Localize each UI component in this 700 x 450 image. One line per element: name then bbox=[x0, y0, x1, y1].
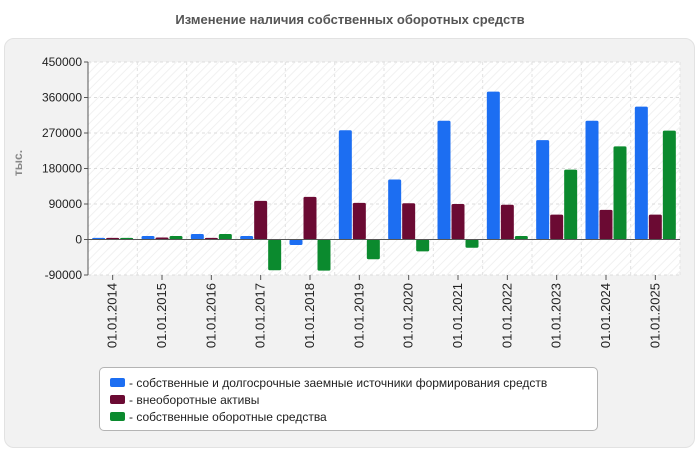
legend-swatch-sources bbox=[110, 378, 125, 387]
bar-series-3 bbox=[169, 235, 183, 240]
x-tick-label: 01.01.2014 bbox=[105, 283, 120, 348]
x-tick-label: 01.01.2022 bbox=[499, 283, 514, 348]
chart-title: Изменение наличия собственных оборотных … bbox=[175, 12, 525, 27]
bar-series-1 bbox=[388, 179, 402, 240]
bar-series-3 bbox=[514, 235, 528, 240]
bar-series-3 bbox=[613, 146, 627, 240]
legend-swatch-noncurrent-assets bbox=[110, 395, 125, 404]
chart-legend: - собственные и долгосрочные заемные ист… bbox=[99, 367, 598, 431]
x-tick-label: 01.01.2017 bbox=[253, 283, 268, 348]
y-tick-label: 180000 bbox=[42, 162, 82, 176]
y-axis-ticks: -90000 0 90000 180000 270000 360000 450000 bbox=[42, 55, 88, 282]
x-axis-ticks: 01.01.2014 01.01.2015 01.01.2016 01.01.2017… bbox=[105, 275, 662, 348]
bar-series-1 bbox=[190, 233, 204, 240]
y-tick-label: 90000 bbox=[49, 197, 83, 211]
bar-series-1 bbox=[634, 106, 648, 240]
bar-series-2 bbox=[254, 200, 268, 240]
bar-series-2 bbox=[303, 196, 317, 240]
bar-series-3 bbox=[662, 130, 676, 240]
legend-item-noncurrent-assets: - внеоборотные активы bbox=[110, 391, 597, 408]
legend-item-sources: - собственные и долгосрочные заемные ист… bbox=[110, 374, 597, 391]
bar-series-2 bbox=[599, 209, 613, 240]
y-tick-label: 270000 bbox=[42, 126, 82, 140]
bar-series-1 bbox=[536, 140, 550, 240]
bar-series-1 bbox=[338, 130, 352, 240]
x-tick-label: 01.01.2018 bbox=[302, 283, 317, 348]
legend-swatch-working-capital bbox=[110, 412, 125, 421]
legend-label-working-capital: - собственные оборотные средства bbox=[129, 409, 327, 424]
bars bbox=[92, 91, 676, 271]
legend-label-sources: - собственные и долгосрочные заемные ист… bbox=[129, 375, 548, 390]
x-tick-label: 01.01.2021 bbox=[450, 283, 465, 348]
x-tick-label: 01.01.2016 bbox=[203, 283, 218, 348]
y-tick-label: 360000 bbox=[42, 91, 82, 105]
y-tick-label: 450000 bbox=[42, 55, 82, 69]
bar-series-3 bbox=[465, 239, 479, 248]
bar-series-2 bbox=[500, 204, 514, 240]
bar-series-1 bbox=[486, 91, 500, 240]
bar-series-3 bbox=[268, 239, 282, 271]
x-tick-label: 01.01.2015 bbox=[154, 283, 169, 348]
bar-series-1 bbox=[240, 235, 254, 240]
y-axis-label: тыс. bbox=[11, 150, 25, 176]
bar-series-1 bbox=[585, 120, 599, 240]
y-tick-label: -90000 bbox=[45, 268, 83, 282]
bar-series-3 bbox=[218, 233, 232, 240]
bar-series-1 bbox=[437, 120, 451, 240]
bar-series-3 bbox=[564, 169, 578, 240]
bar-series-2 bbox=[648, 214, 662, 240]
bar-series-3 bbox=[366, 239, 380, 260]
bar-series-3 bbox=[416, 239, 430, 252]
bar-series-2 bbox=[402, 203, 416, 240]
x-tick-label: 01.01.2023 bbox=[549, 283, 564, 348]
x-tick-label: 01.01.2025 bbox=[647, 283, 662, 348]
bar-series-1 bbox=[289, 239, 303, 246]
bar-series-3 bbox=[317, 239, 331, 271]
bar-series-2 bbox=[352, 202, 366, 240]
bar-series-2 bbox=[550, 214, 564, 240]
bar-series-2 bbox=[451, 204, 465, 240]
legend-item-working-capital: - собственные оборотные средства bbox=[110, 408, 597, 425]
x-tick-label: 01.01.2024 bbox=[598, 283, 613, 348]
bar-series-1 bbox=[141, 235, 155, 240]
x-tick-label: 01.01.2020 bbox=[401, 283, 416, 348]
y-tick-label: 0 bbox=[75, 233, 82, 247]
legend-label-noncurrent-assets: - внеоборотные активы bbox=[129, 392, 260, 407]
x-tick-label: 01.01.2019 bbox=[351, 283, 366, 348]
